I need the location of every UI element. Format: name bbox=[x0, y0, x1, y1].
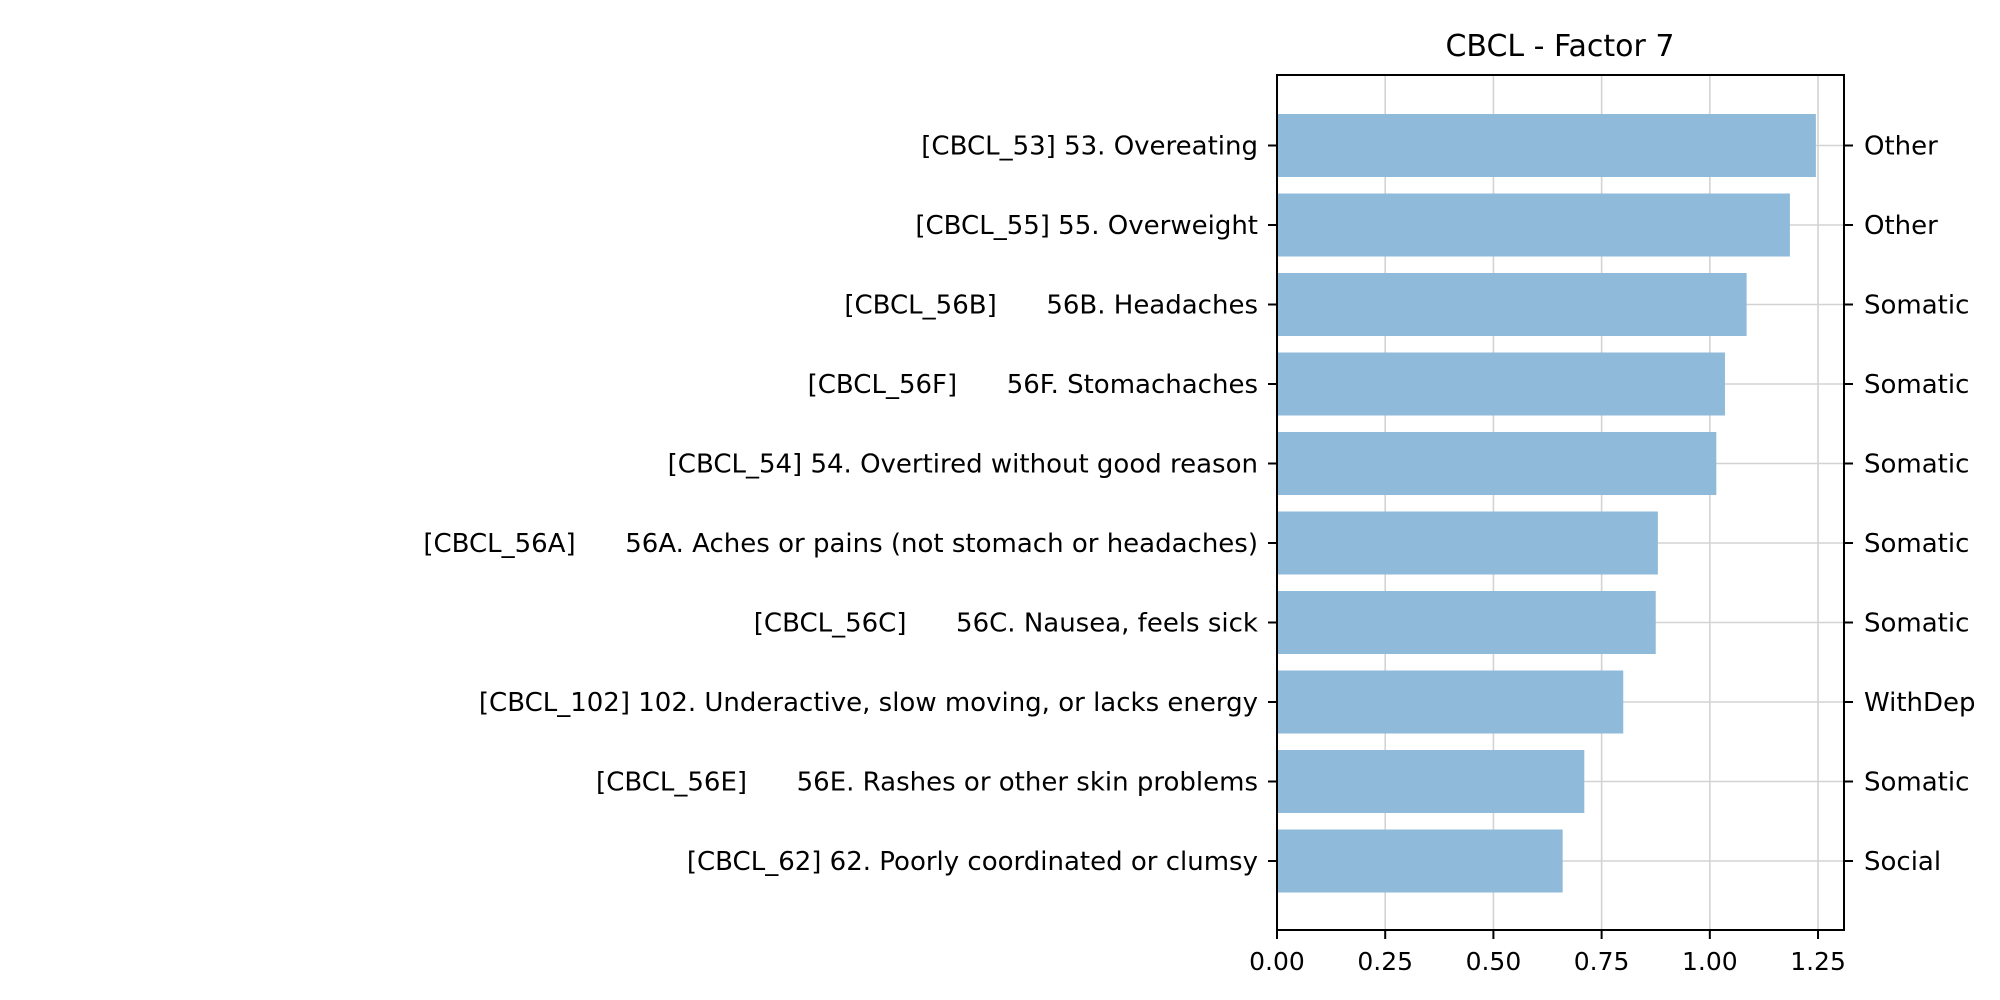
bar bbox=[1277, 352, 1725, 416]
group-label: Other bbox=[1864, 132, 1938, 162]
category-label: [CBCL_56C] 56C. Nausea, feels sick bbox=[754, 609, 1258, 639]
x-tick-label: 1.00 bbox=[1682, 947, 1738, 976]
category-label: [CBCL_53] 53. Overeating bbox=[921, 132, 1258, 162]
x-tick-label: 0.50 bbox=[1466, 947, 1522, 976]
bars bbox=[1277, 114, 1816, 893]
group-label: Somatic bbox=[1864, 529, 1969, 559]
x-axis: 0.00 0.25 0.50 0.75 1.00 1.25 bbox=[1249, 930, 1846, 976]
group-label: Somatic bbox=[1864, 609, 1969, 639]
bar bbox=[1277, 273, 1747, 336]
x-tick-label: 0.00 bbox=[1249, 947, 1305, 976]
x-tick-label: 0.25 bbox=[1357, 947, 1413, 976]
category-label: [CBCL_102] 102. Underactive, slow moving… bbox=[479, 688, 1258, 718]
bar bbox=[1277, 432, 1717, 495]
group-label: WithDep bbox=[1864, 688, 1976, 718]
group-label: Somatic bbox=[1864, 450, 1969, 480]
bar bbox=[1277, 829, 1563, 893]
group-label: Somatic bbox=[1864, 291, 1969, 321]
category-label: [CBCL_56A] 56A. Aches or pains (not stom… bbox=[423, 529, 1258, 559]
category-label: [CBCL_56F] 56F. Stomachaches bbox=[808, 370, 1258, 400]
plot-frame bbox=[1276, 74, 1845, 931]
group-label: Other bbox=[1864, 211, 1938, 241]
bar bbox=[1277, 511, 1658, 575]
bar bbox=[1277, 750, 1585, 813]
chart-title: CBCL - Factor 7 bbox=[1445, 29, 1674, 64]
category-labels: [CBCL_53] 53. Overeating [CBCL_55] 55. Ov… bbox=[423, 132, 1277, 877]
bar bbox=[1277, 670, 1624, 734]
category-label: [CBCL_54] 54. Overtired without good rea… bbox=[668, 450, 1258, 480]
group-labels: Other Other Somatic Somatic Somatic Somatic So… bbox=[1844, 132, 1976, 877]
x-tick-label: 1.25 bbox=[1790, 947, 1846, 976]
category-label: [CBCL_56E] 56E. Rashes or other skin pro… bbox=[596, 768, 1258, 798]
category-label: [CBCL_56B] 56B. Headaches bbox=[844, 291, 1258, 321]
bar bbox=[1277, 591, 1656, 654]
group-label: Social bbox=[1864, 847, 1941, 877]
bar bbox=[1277, 193, 1790, 257]
category-label: [CBCL_62] 62. Poorly coordinated or clum… bbox=[687, 847, 1258, 877]
x-tick-label: 0.75 bbox=[1574, 947, 1630, 976]
category-label: [CBCL_55] 55. Overweight bbox=[915, 211, 1258, 241]
group-label: Somatic bbox=[1864, 768, 1969, 798]
group-label: Somatic bbox=[1864, 370, 1969, 400]
bar bbox=[1277, 114, 1816, 177]
